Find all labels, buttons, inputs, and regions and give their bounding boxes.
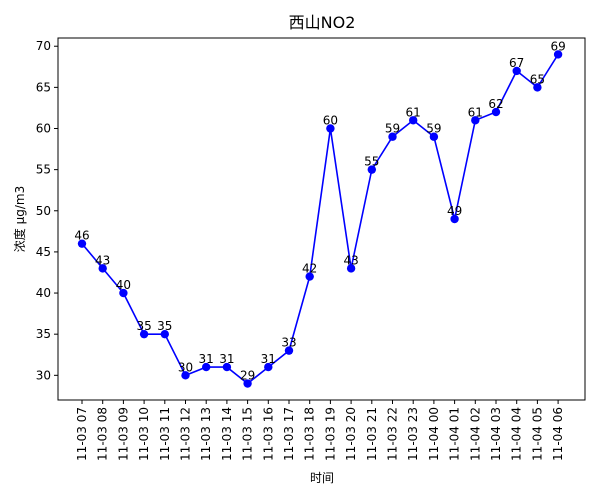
data-label: 60 — [323, 114, 338, 128]
data-point — [367, 165, 376, 174]
x-tick-label: 11-03 12 — [179, 407, 193, 461]
data-label: 61 — [406, 105, 421, 119]
x-tick-label: 11-03 11 — [158, 407, 172, 461]
y-axis-label: 浓度 μg/m3 — [12, 186, 27, 252]
data-point — [305, 272, 314, 281]
data-label: 69 — [550, 39, 565, 53]
data-point — [181, 371, 190, 380]
data-label: 67 — [509, 56, 524, 70]
data-point — [450, 214, 459, 224]
data-label: 55 — [364, 155, 379, 169]
data-label: 49 — [447, 204, 462, 218]
data-label: 59 — [426, 122, 441, 136]
x-tick-label: 11-03 21 — [365, 407, 379, 461]
data-point — [119, 288, 128, 298]
x-tick-label: 11-03 13 — [199, 407, 213, 461]
data-point — [284, 346, 294, 355]
x-tick-label: 11-04 03 — [489, 407, 503, 461]
data-point — [512, 66, 521, 76]
data-point — [160, 329, 169, 339]
y-tick-label: 35 — [36, 327, 51, 341]
data-label: 29 — [240, 369, 255, 383]
data-point — [98, 264, 107, 273]
x-tick-label: 11-04 05 — [530, 407, 544, 461]
data-point — [243, 379, 252, 388]
x-tick-label: 11-04 01 — [448, 407, 462, 461]
data-label: 42 — [302, 262, 317, 276]
x-axis-label: 时间 — [310, 471, 334, 485]
data-point — [553, 50, 563, 59]
y-tick-label: 30 — [36, 368, 51, 382]
data-point — [471, 116, 480, 125]
data-point — [222, 362, 232, 372]
x-tick-label: 11-03 16 — [261, 407, 275, 461]
y-tick-label: 50 — [36, 204, 51, 218]
data-label: 31 — [261, 352, 276, 366]
data-point — [202, 362, 211, 372]
y-tick-label: 70 — [36, 39, 51, 53]
x-tick-label: 11-03 17 — [282, 407, 296, 461]
x-tick-label: 11-03 18 — [303, 407, 317, 461]
chart-title: 西山NO2 — [289, 13, 356, 32]
y-tick-label: 60 — [36, 122, 51, 136]
data-label: 62 — [488, 97, 503, 111]
x-tick-label: 11-03 09 — [116, 407, 130, 461]
data-point — [346, 264, 356, 273]
x-tick-label: 11-03 08 — [96, 407, 110, 461]
data-label: 30 — [178, 360, 193, 374]
x-tick-label: 11-03 22 — [386, 407, 400, 461]
x-tick-label: 11-03 19 — [323, 407, 337, 461]
data-point — [388, 132, 397, 141]
data-label: 33 — [281, 336, 296, 350]
data-label: 35 — [136, 319, 151, 333]
data-label: 40 — [116, 278, 131, 292]
data-label: 61 — [468, 105, 483, 119]
x-tick-label: 11-04 06 — [551, 407, 565, 461]
data-point — [409, 116, 418, 125]
data-point — [77, 239, 87, 248]
x-tick-label: 11-04 00 — [427, 407, 441, 461]
data-point — [429, 132, 439, 141]
y-tick-label: 45 — [36, 245, 51, 259]
y-tick-label: 65 — [36, 80, 51, 94]
plot-area: 30 35 40 45 50 55 60 65 70 11-03 07 11-03 08 11-03 … — [36, 37, 586, 461]
data-label: 35 — [157, 319, 172, 333]
x-tick-label: 11-03 20 — [344, 407, 358, 461]
data-label: 59 — [385, 122, 400, 136]
data-label: 65 — [530, 72, 545, 86]
series-line — [81, 54, 559, 385]
x-tick-label: 11-03 15 — [241, 407, 255, 461]
data-point — [533, 83, 542, 92]
data-point — [264, 362, 273, 372]
data-label: 46 — [74, 229, 89, 243]
data-label: 31 — [199, 352, 214, 366]
data-point — [491, 107, 501, 117]
data-label: 43 — [343, 253, 358, 267]
data-label: 43 — [95, 253, 110, 267]
plot-frame — [57, 37, 586, 401]
data-point — [139, 329, 149, 339]
x-tick-label: 11-04 02 — [468, 407, 482, 461]
x-tick-label: 11-03 23 — [406, 407, 420, 461]
x-tick-label: 11-03 10 — [137, 407, 151, 461]
y-tick-label: 40 — [36, 286, 51, 300]
data-point — [326, 124, 335, 133]
y-tick-label: 55 — [36, 163, 51, 177]
x-tick-label: 11-03 07 — [75, 407, 89, 461]
x-tick-label: 11-03 14 — [220, 407, 234, 461]
x-tick-label: 11-04 04 — [510, 407, 524, 461]
data-label: 31 — [219, 352, 234, 366]
